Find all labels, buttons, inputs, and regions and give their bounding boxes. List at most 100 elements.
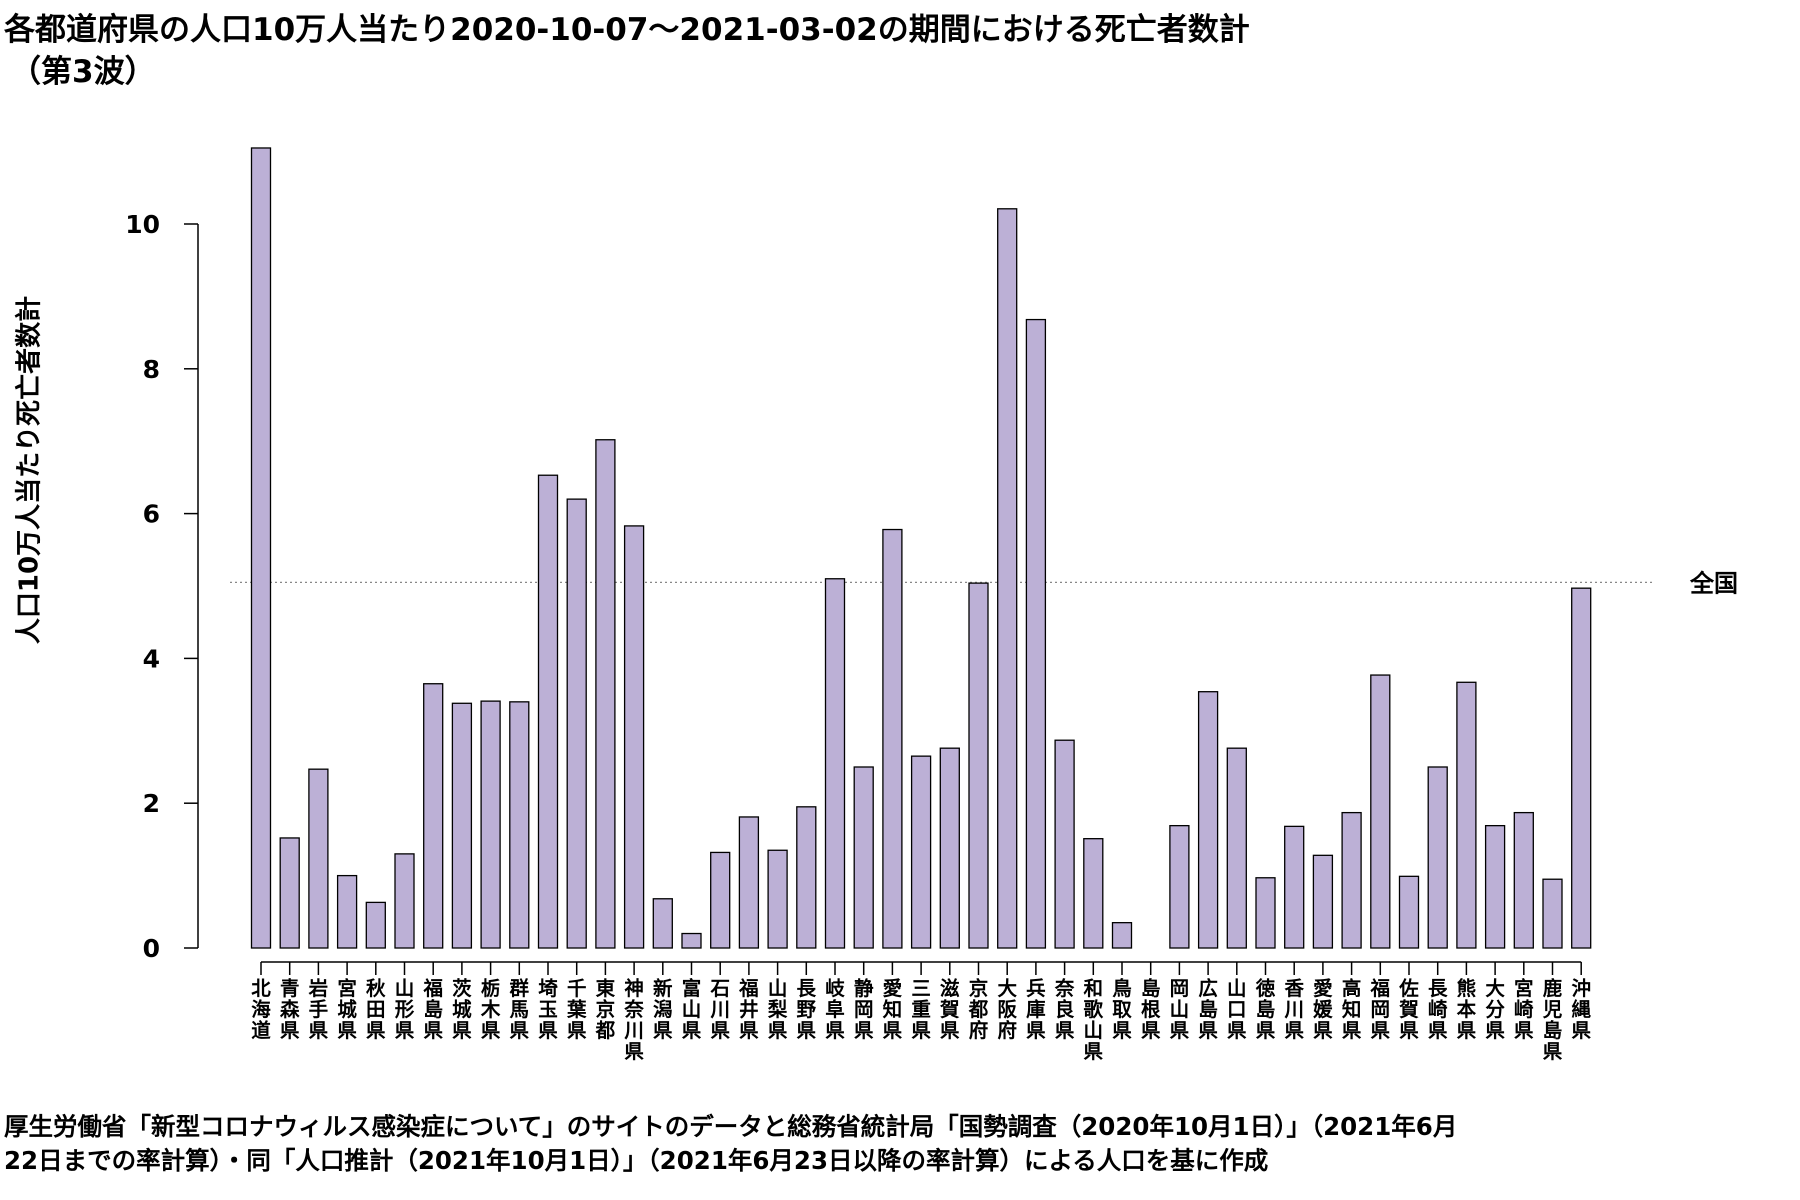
x-tick-label: 群馬県 — [509, 977, 530, 1042]
y-tick-label: 2 — [143, 789, 160, 818]
national-average-label: 全国 — [1689, 569, 1738, 597]
bar — [997, 208, 1018, 949]
bar — [824, 578, 846, 949]
bar — [394, 853, 415, 949]
x-tick-label: 長野県 — [797, 977, 817, 1042]
bar — [1197, 691, 1219, 949]
source-caption-line-2: 22日までの率計算）・同「人口推計（2021年10月1日）」（2021年6月23… — [4, 1146, 1269, 1175]
x-tick-label: 大分県 — [1485, 977, 1505, 1042]
bar — [710, 851, 731, 949]
bar — [566, 498, 587, 949]
bar — [1427, 766, 1448, 949]
bar — [1312, 854, 1334, 949]
x-tick-label: 岐阜県 — [825, 977, 845, 1042]
bar — [1025, 318, 1047, 949]
x-tick-label: 佐賀県 — [1398, 977, 1419, 1042]
bar — [1255, 877, 1276, 949]
x-tick-label: 福島県 — [422, 977, 443, 1042]
x-tick-label: 千葉県 — [566, 977, 587, 1042]
x-tick-label: 新潟県 — [653, 977, 673, 1042]
x-tick-label: 神奈川県 — [623, 977, 644, 1063]
bar — [1341, 811, 1362, 949]
x-tick-label: 茨城県 — [452, 977, 472, 1042]
bar — [623, 525, 645, 949]
x-tick-label: 徳島県 — [1255, 977, 1276, 1042]
x-tick-label: 石川県 — [709, 977, 730, 1042]
bar — [652, 898, 673, 949]
x-tick-label: 三重県 — [911, 977, 931, 1042]
x-tick-label: 福岡県 — [1370, 977, 1391, 1042]
bar — [250, 147, 272, 949]
x-tick-label: 宮城県 — [337, 977, 357, 1042]
bar — [738, 816, 760, 949]
x-tick-label: 愛媛県 — [1312, 977, 1333, 1042]
x-tick-label: 福井県 — [738, 977, 759, 1042]
bar — [1398, 875, 1420, 949]
chart-subtitle: （第3波） — [10, 54, 156, 90]
x-tick-label: 兵庫県 — [1026, 977, 1046, 1042]
bar — [1484, 824, 1506, 949]
bar — [1456, 681, 1477, 949]
bar — [509, 701, 530, 949]
source-caption-line-1: 厚生労働省「新型コロナウィルス感染症について」のサイトのデータと総務省統計局「国… — [4, 1112, 1458, 1141]
bar — [1169, 824, 1190, 949]
bar — [1571, 587, 1592, 949]
bar — [767, 849, 788, 949]
x-tick-label: 静岡県 — [854, 977, 874, 1042]
bar — [910, 755, 932, 949]
bar-chart: 0 2 4 6 8 10 全国北海道青森県岩手県宮城県秋田県山形県福島県茨城県栃木県群馬県埼… — [14, 147, 1738, 1063]
bar — [308, 768, 329, 949]
x-tick-label: 高知県 — [1342, 977, 1362, 1042]
x-tick-label: 埼玉県 — [538, 977, 558, 1042]
y-tick-label: 4 — [143, 644, 160, 673]
chart-title: 各都道府県の人口10万人当たり2020-10-07～2021-03-02の期間に… — [4, 12, 1250, 48]
x-tick-label: 山梨県 — [767, 977, 788, 1042]
x-tick-label: 香川県 — [1283, 977, 1304, 1042]
y-axis-label: 人口10万人当たり死亡者数計 — [14, 296, 45, 644]
y-tick-label: 10 — [125, 210, 160, 239]
x-tick-label: 京都府 — [968, 977, 989, 1042]
x-tick-label: 鹿児島県 — [1542, 977, 1563, 1063]
x-tick-label: 岩手県 — [308, 977, 329, 1042]
bar — [279, 837, 300, 949]
bar — [1284, 825, 1305, 949]
bar — [968, 582, 989, 949]
x-tick-label: 広島県 — [1198, 977, 1218, 1042]
bar — [1111, 922, 1133, 949]
x-tick-label: 北海道 — [251, 977, 271, 1042]
x-tick-label: 熊本県 — [1457, 977, 1477, 1042]
x-tick-label: 島根県 — [1141, 977, 1161, 1042]
x-tick-label: 長崎県 — [1428, 977, 1448, 1042]
x-tick-label: 和歌山県 — [1084, 977, 1104, 1063]
y-tick-label: 0 — [143, 934, 160, 963]
x-tick-label: 沖縄県 — [1571, 977, 1591, 1042]
x-tick-label: 鳥取県 — [1112, 977, 1132, 1042]
bar — [365, 901, 386, 949]
x-tick-label: 大阪府 — [997, 977, 1017, 1042]
x-tick-label: 秋田県 — [366, 977, 386, 1042]
x-tick-label: 愛知県 — [883, 977, 903, 1042]
x-tick-label: 栃木県 — [480, 977, 501, 1042]
x-tick-label: 岡山県 — [1170, 977, 1190, 1042]
x-tick-label: 山形県 — [395, 977, 415, 1042]
bar — [451, 702, 473, 949]
bar — [423, 683, 444, 949]
bar — [1054, 739, 1075, 949]
bar — [1542, 878, 1563, 949]
bar — [1226, 747, 1247, 949]
bar — [882, 528, 903, 949]
bar — [595, 439, 616, 949]
x-tick-label: 東京都 — [595, 977, 616, 1042]
bar — [681, 932, 702, 949]
bar — [1513, 811, 1534, 949]
bar — [853, 766, 874, 949]
bar — [480, 700, 501, 949]
bar — [537, 474, 559, 949]
x-tick-label: 山口県 — [1227, 977, 1247, 1042]
source-caption: 厚生労働省「新型コロナウィルス感染症について」のサイトのデータと総務省統計局「国… — [4, 1110, 1794, 1178]
bar — [1083, 838, 1104, 949]
x-tick-label: 宮崎県 — [1514, 977, 1534, 1042]
bar — [1370, 674, 1391, 949]
bar — [336, 874, 358, 949]
x-tick-label: 滋賀県 — [939, 977, 960, 1042]
